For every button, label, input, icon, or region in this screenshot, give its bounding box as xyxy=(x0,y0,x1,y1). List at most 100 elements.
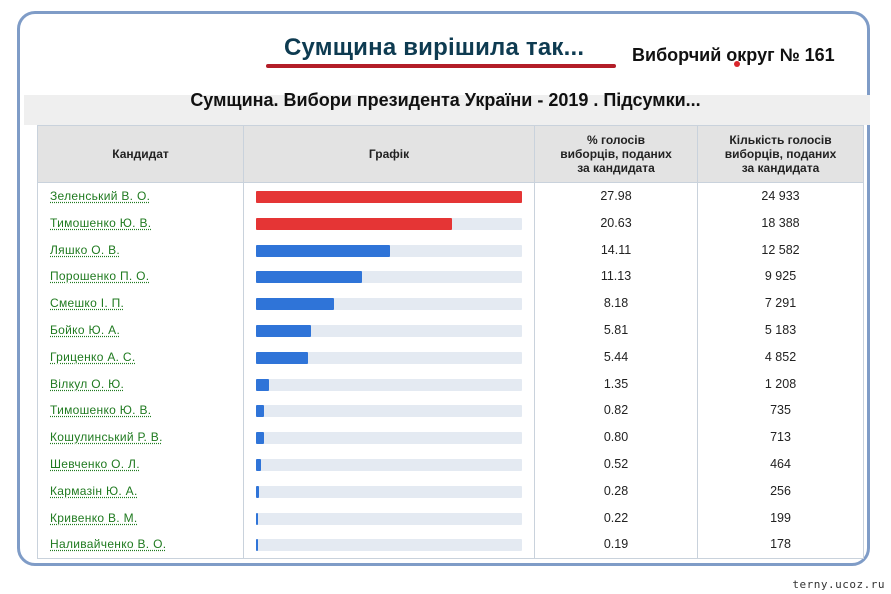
table-row: Зеленський В. О. 27.98 24 933 xyxy=(38,183,863,210)
bar xyxy=(256,485,259,498)
graph-cell xyxy=(244,236,535,264)
votes-value: 5 183 xyxy=(764,323,797,337)
table-row: Кривенко В. М. 0.22 199 xyxy=(38,504,863,532)
votes-value: 9 925 xyxy=(764,269,797,284)
votes-cell: 7 291 xyxy=(698,290,863,317)
votes-value: 735 xyxy=(770,403,791,418)
percent-value: 0.52 xyxy=(603,457,629,471)
candidate-link[interactable]: Кармазін Ю. А. xyxy=(50,483,138,498)
headline-underline xyxy=(266,64,616,68)
percent-cell: 0.28 xyxy=(535,477,698,505)
votes-cell: 178 xyxy=(698,531,863,558)
candidate-cell: Порошенко П. О. xyxy=(38,263,244,291)
votes-value: 12 582 xyxy=(761,242,800,257)
candidate-link[interactable]: Кошулинський Р. В. xyxy=(50,430,163,445)
percent-value: 8.18 xyxy=(603,296,629,311)
graph-cell xyxy=(244,531,535,559)
percent-value: 0.80 xyxy=(603,430,629,445)
percent-cell: 14.11 xyxy=(535,236,698,264)
candidate-link[interactable]: Бойко Ю. А. xyxy=(50,323,121,337)
header-percent-label: % голосів виборців, поданих за кандидата xyxy=(560,133,672,175)
header-votes-label: Кількість голосів виборців, поданих за к… xyxy=(724,133,837,175)
percent-cell: 0.52 xyxy=(535,451,698,478)
percent-value: 5.44 xyxy=(603,349,629,364)
candidate-link[interactable]: Вілкул О. Ю. xyxy=(50,376,125,391)
graph-cell xyxy=(244,504,535,532)
bar-track xyxy=(256,485,522,498)
candidate-link[interactable]: Гриценко А. С. xyxy=(50,349,136,364)
percent-cell: 8.18 xyxy=(535,290,698,318)
table-row: Кошулинський Р. В. 0.80 713 xyxy=(38,424,863,452)
candidate-cell: Бойко Ю. А. xyxy=(38,317,244,344)
candidate-cell: Наливайченко В. О. xyxy=(38,531,244,559)
graph-cell xyxy=(244,424,535,452)
candidate-link[interactable]: Смешко І. П. xyxy=(50,296,125,311)
subtitle: Сумщина. Вибори президента України - 201… xyxy=(190,90,701,110)
table-row: Вілкул О. Ю. 1.35 1 208 xyxy=(38,370,863,398)
candidate-cell: Кармазін Ю. А. xyxy=(38,477,244,505)
bar xyxy=(256,244,390,257)
percent-cell: 5.81 xyxy=(535,317,698,344)
candidate-link[interactable]: Шевченко О. Л. xyxy=(50,457,140,471)
bar-track xyxy=(256,298,522,311)
candidate-link[interactable]: Тимошенко Ю. В. xyxy=(50,403,152,418)
bar-track xyxy=(256,539,522,552)
candidate-link[interactable]: Зеленський В. О. xyxy=(50,189,151,203)
bar-track xyxy=(256,459,522,471)
bar-track xyxy=(256,378,522,391)
percent-value: 14.11 xyxy=(600,242,632,257)
bar xyxy=(256,459,261,471)
header-percent[interactable]: % голосів виборців, поданих за кандидата xyxy=(535,126,698,182)
graph-cell xyxy=(244,370,535,398)
table-header: Кандидат Графік % голосів виборців, пода… xyxy=(38,126,863,183)
red-dot-marker xyxy=(734,61,740,67)
candidate-cell: Кривенко В. М. xyxy=(38,504,244,532)
candidate-cell: Гриценко А. С. xyxy=(38,343,244,371)
votes-cell: 256 xyxy=(698,478,863,505)
candidate-cell: Тимошенко Ю. В. xyxy=(38,397,244,425)
table-row: Наливайченко В. О. 0.19 178 xyxy=(38,531,863,559)
table-row: Порошенко П. О. 11.13 9 925 xyxy=(38,263,863,291)
votes-cell: 24 933 xyxy=(698,183,863,210)
header-candidate[interactable]: Кандидат xyxy=(38,126,244,182)
votes-cell: 9 925 xyxy=(698,263,863,290)
percent-value: 0.28 xyxy=(603,483,629,498)
votes-cell: 5 183 xyxy=(698,317,863,344)
votes-value: 256 xyxy=(770,483,791,498)
graph-cell xyxy=(244,397,535,425)
candidate-cell: Кошулинський Р. В. xyxy=(38,424,244,452)
candidate-link[interactable]: Кривенко В. М. xyxy=(50,510,138,525)
table-row: Тимошенко Ю. В. 0.82 735 xyxy=(38,397,863,425)
subtitle-band xyxy=(24,95,870,125)
votes-cell: 199 xyxy=(698,505,863,532)
candidate-link[interactable]: Ляшко О. В. xyxy=(50,242,121,257)
bar xyxy=(256,325,311,337)
header-votes[interactable]: Кількість голосів виборців, поданих за к… xyxy=(698,126,863,182)
table-row: Ляшко О. В. 14.11 12 582 xyxy=(38,236,863,264)
table-row: Смешко І. П. 8.18 7 291 xyxy=(38,290,863,318)
bar-track xyxy=(256,217,522,230)
bar-track xyxy=(256,271,522,284)
percent-cell: 0.19 xyxy=(535,531,698,559)
candidate-link[interactable]: Тимошенко Ю. В. xyxy=(50,215,152,230)
votes-cell: 4 852 xyxy=(698,344,863,371)
bar xyxy=(256,539,258,552)
bar xyxy=(256,351,308,364)
percent-value: 5.81 xyxy=(603,323,629,337)
votes-value: 4 852 xyxy=(764,349,797,364)
percent-cell: 5.44 xyxy=(535,343,698,371)
votes-value: 178 xyxy=(770,537,791,552)
percent-value: 0.82 xyxy=(603,403,629,418)
results-table: Кандидат Графік % голосів виборців, пода… xyxy=(37,125,864,559)
candidate-link[interactable]: Порошенко П. О. xyxy=(50,269,150,284)
votes-cell: 18 388 xyxy=(698,210,863,237)
percent-cell: 11.13 xyxy=(535,263,698,291)
bar-track xyxy=(256,432,522,445)
votes-cell: 464 xyxy=(698,451,863,478)
bar-track xyxy=(256,351,522,364)
candidate-link[interactable]: Наливайченко В. О. xyxy=(50,537,167,552)
district-label: Виборчий округ № 161 xyxy=(632,45,835,65)
header-graph: Графік xyxy=(244,126,535,182)
candidate-cell: Зеленський В. О. xyxy=(38,183,244,210)
bar xyxy=(256,191,522,203)
